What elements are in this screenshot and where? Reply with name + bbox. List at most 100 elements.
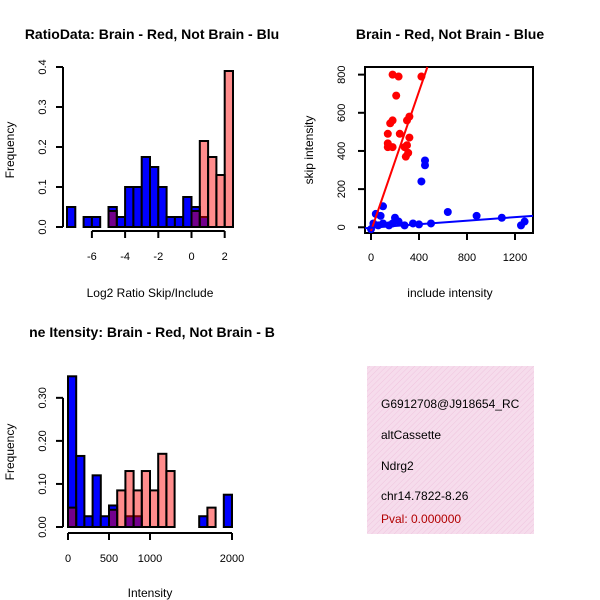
histogram-bar-not-brain bbox=[67, 375, 78, 528]
histogram-bar-brain bbox=[107, 210, 118, 228]
scatter-point-brain bbox=[388, 143, 397, 152]
histogram-bar-brain bbox=[132, 489, 143, 528]
scatter-point-not-brain bbox=[421, 161, 429, 170]
histogram-bar-not-brain bbox=[115, 216, 127, 228]
histogram-bar-not-brain bbox=[140, 156, 151, 228]
histogram-bar-brain bbox=[223, 70, 234, 228]
scatter-point-not-brain bbox=[520, 217, 529, 226]
ratio-histogram-bars bbox=[66, 70, 234, 228]
info-box-background bbox=[367, 366, 534, 534]
y-tick-label: 0.0 bbox=[37, 219, 49, 234]
x-tick-label: -2 bbox=[153, 251, 163, 263]
histogram-bar-brain bbox=[140, 470, 152, 528]
y-tick-label: 800 bbox=[336, 65, 348, 83]
scatter-point-brain bbox=[401, 152, 410, 161]
histogram-bar-not-brain bbox=[124, 186, 135, 228]
histogram-bar-not-brain bbox=[182, 196, 193, 228]
intensity-scatter-xlabel: include intensity bbox=[407, 286, 492, 300]
scatter-point-not-brain bbox=[379, 219, 387, 228]
x-tick-label: 1200 bbox=[503, 252, 527, 264]
y-tick-label: 200 bbox=[336, 180, 348, 198]
x-tick-label: 0 bbox=[188, 251, 194, 263]
y-tick-label: 0.4 bbox=[37, 59, 49, 74]
intensity-scatter-points bbox=[364, 66, 534, 234]
intensity-histogram-xlabel: Intensity bbox=[128, 586, 173, 600]
scatter-point-not-brain bbox=[472, 211, 481, 220]
histogram-bar-brain bbox=[108, 508, 119, 528]
info-box: G6912708@J918654_RC altCassette Ndrg2 ch… bbox=[367, 366, 534, 534]
histogram-bar-brain bbox=[190, 210, 201, 228]
histogram-bar-brain bbox=[116, 489, 127, 528]
x-tick-label: 800 bbox=[458, 252, 476, 264]
intensity-histogram-bars bbox=[67, 375, 234, 529]
histogram-bar-brain bbox=[157, 452, 168, 528]
y-tick-label: 0.2 bbox=[37, 139, 49, 154]
ratio-histogram-title: RatioData: Brain - Red, Not Brain - Blu bbox=[25, 26, 279, 42]
histogram-bar-not-brain bbox=[75, 454, 86, 529]
histogram-bar-not-brain bbox=[198, 515, 209, 528]
y-tick-label: 0.30 bbox=[37, 387, 49, 408]
scatter-point-brain bbox=[400, 143, 409, 152]
y-tick-label: 0.00 bbox=[37, 516, 49, 537]
scatter-point-not-brain bbox=[417, 177, 426, 186]
scatter-point-not-brain bbox=[376, 211, 385, 220]
scatter-point-brain bbox=[383, 129, 392, 138]
histogram-bar-not-brain bbox=[83, 515, 94, 528]
ratio-histogram-ylabel: Frequency bbox=[3, 122, 17, 179]
histogram-bar-brain bbox=[207, 156, 218, 228]
histogram-bar-brain bbox=[165, 470, 176, 528]
intensity-scatter-title: Brain - Red, Not Brain - Blue bbox=[356, 26, 544, 42]
histogram-bar-not-brain bbox=[132, 186, 143, 228]
histogram-bar-not-brain bbox=[173, 216, 185, 228]
y-tick-label: 0.10 bbox=[37, 473, 49, 494]
scatter-point-brain bbox=[405, 133, 414, 142]
scatter-point-not-brain bbox=[394, 217, 403, 226]
histogram-bar-not-brain bbox=[90, 216, 102, 228]
x-tick-label: 0 bbox=[65, 553, 71, 565]
x-tick-label: 0 bbox=[368, 252, 374, 264]
scatter-point-brain bbox=[388, 70, 397, 79]
fit-line-not-brain bbox=[364, 214, 534, 230]
y-tick-label: 0 bbox=[336, 224, 348, 230]
intensity-histogram-title: ne Itensity: Brain - Red, Not Brain - B bbox=[29, 324, 275, 340]
y-tick-label: 0.1 bbox=[37, 179, 49, 194]
intensity-scatter-ylabel: skip intensity bbox=[302, 116, 316, 185]
histogram-bar-brain bbox=[215, 174, 226, 228]
x-tick-label: 500 bbox=[100, 553, 118, 565]
histogram-bar-not-brain bbox=[157, 186, 168, 228]
histogram-bar-brain bbox=[124, 470, 135, 528]
info-gene-name: Ndrg2 bbox=[381, 459, 414, 473]
histogram-bar-brain bbox=[67, 506, 78, 528]
intensity-histogram-ylabel: Frequency bbox=[3, 424, 17, 481]
intensity-scatter-panel: Brain - Red, Not Brain - Blue include in… bbox=[302, 26, 544, 300]
histogram-bar-not-brain bbox=[91, 474, 102, 529]
histogram-bar-not-brain bbox=[165, 216, 176, 228]
histogram-bar-not-brain bbox=[99, 515, 111, 528]
y-tick-label: 0.20 bbox=[37, 430, 49, 451]
y-tick-label: 600 bbox=[336, 104, 348, 122]
intensity-histogram-panel: ne Itensity: Brain - Red, Not Brain - B … bbox=[3, 324, 275, 600]
y-tick-label: 0.3 bbox=[37, 99, 49, 114]
x-tick-label: 2000 bbox=[220, 553, 244, 565]
histogram-bar-brain bbox=[198, 140, 210, 228]
histogram-bar-brain bbox=[206, 506, 217, 528]
fit-line-brain bbox=[370, 66, 429, 232]
ratio-histogram-xlabel: Log2 Ratio Skip/Include bbox=[87, 286, 214, 300]
info-event-type: altCassette bbox=[381, 428, 441, 442]
scatter-point-brain bbox=[386, 119, 395, 128]
info-location: chr14.7822-8.26 bbox=[381, 489, 469, 503]
scatter-point-brain bbox=[395, 129, 404, 138]
y-tick-label: 400 bbox=[336, 142, 348, 160]
scatter-point-brain bbox=[392, 91, 401, 100]
scatter-point-brain bbox=[394, 72, 403, 81]
ratio-histogram-axes: -6 -4 -2 0 2 0.0 0.1 0.2 0.3 0.4 bbox=[37, 59, 228, 263]
info-gene-id: G6912708@J918654_RC bbox=[381, 397, 520, 411]
x-tick-label: -6 bbox=[87, 251, 97, 263]
scatter-point-not-brain bbox=[443, 208, 452, 217]
histogram-bar-not-brain bbox=[82, 216, 93, 228]
histogram-bar-not-brain bbox=[222, 493, 234, 529]
histogram-bar-not-brain bbox=[149, 166, 160, 228]
x-tick-label: 400 bbox=[410, 252, 428, 264]
x-tick-label: 1000 bbox=[138, 553, 162, 565]
